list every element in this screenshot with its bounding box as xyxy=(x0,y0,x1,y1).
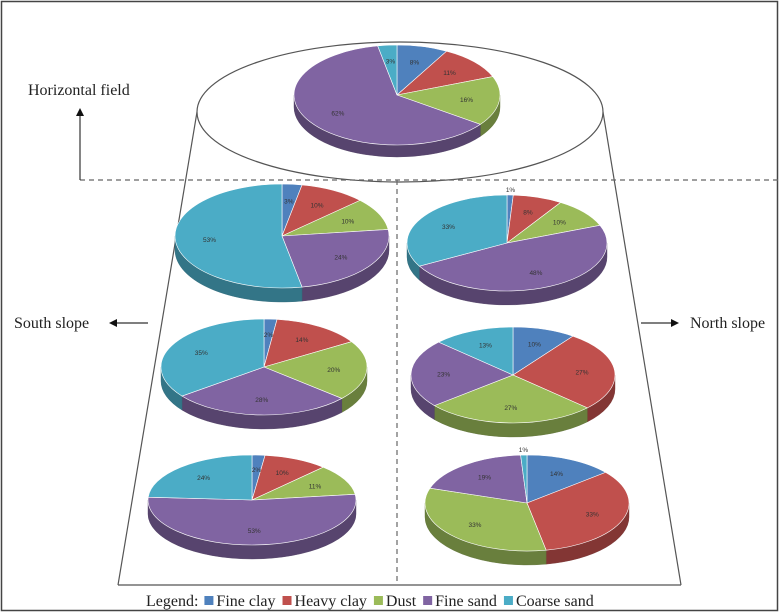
funnel-right-edge xyxy=(602,111,682,586)
pie-slice-fine-sand xyxy=(410,341,514,406)
pie-slice-heavy-clay xyxy=(395,50,494,96)
pie-slice-dust xyxy=(424,487,547,552)
pie-slice-fine-sand xyxy=(281,229,390,288)
legend-label-dust: Dust xyxy=(386,593,417,610)
legend-label-fine-sand: Fine sand xyxy=(435,593,497,610)
pie-data-label: 35% xyxy=(195,350,208,357)
legend-label-coarse-sand: Coarse sand xyxy=(516,593,594,610)
pie-slice-coarse-sand xyxy=(174,183,303,289)
south-slope-label: South slope xyxy=(14,315,89,332)
pie-slice-heavy-clay xyxy=(263,319,353,368)
pie-data-label: 28% xyxy=(255,397,268,404)
funnel-left-edge xyxy=(117,111,198,586)
north-slope-arrowhead xyxy=(671,319,679,327)
pie-data-label: 2% xyxy=(264,332,274,339)
pie-data-label: 1% xyxy=(519,447,529,454)
pie-slice-fine-sand xyxy=(293,45,481,146)
pie-data-label: 13% xyxy=(479,343,492,350)
pie-data-label: 2% xyxy=(252,467,262,474)
pie-data-label: 62% xyxy=(331,111,344,118)
pie-data-label: 16% xyxy=(460,97,473,104)
pie-data-label: 19% xyxy=(478,475,491,482)
pie-data-label: 11% xyxy=(309,484,322,491)
pie-data-label: 8% xyxy=(523,209,533,216)
pie-slice-coarse-sand xyxy=(437,326,514,376)
legend-label-fine-clay: Fine clay xyxy=(216,593,275,610)
pie-data-label: 8% xyxy=(410,60,420,67)
pie-data-label: 24% xyxy=(197,475,210,482)
pie-data-label: 33% xyxy=(442,224,455,231)
legend-label-heavy-clay: Heavy clay xyxy=(295,593,367,610)
pie-south-slope-middle: 2% 14% 20% 28% 35% xyxy=(160,318,368,430)
legend-swatch-fine-sand xyxy=(423,596,433,605)
pie-slice-dust xyxy=(263,341,368,399)
pie-slice-dust xyxy=(433,374,589,424)
pie-data-label: 23% xyxy=(437,371,450,378)
pie-slice-coarse-sand xyxy=(147,454,253,501)
pie-data-label: 10% xyxy=(341,218,354,225)
pie-south-slope-bottom: 2% 10% 11% 53% 24% xyxy=(147,454,357,560)
pie-slice-fine-sand xyxy=(147,494,357,546)
pie-slice-heavy-clay xyxy=(526,472,630,551)
pie-data-label: 10% xyxy=(276,470,289,477)
pie-slice-fine-sand xyxy=(181,366,343,416)
pie-north-slope-top: 1% 8% 10% 48% 33% xyxy=(406,187,608,306)
pie-data-label: 53% xyxy=(248,528,261,535)
pie-slice-coarse-sand xyxy=(377,44,398,96)
pie-slice-coarse-sand xyxy=(160,318,265,397)
pie-data-label: 53% xyxy=(203,237,216,244)
pie-data-label: 3% xyxy=(386,59,396,66)
pie-horizontal-field: 8% 11% 16% 62% 3% xyxy=(293,44,501,158)
legend: Legend: Fine clay Heavy clay Dust Fine sand… xyxy=(146,593,594,610)
pie-north-slope-bottom: 14% 33% 33% 19% 1% xyxy=(424,447,630,566)
legend-title: Legend: xyxy=(146,593,198,610)
pie-slice-fine-sand xyxy=(418,225,608,292)
pie-slice-fine-sand xyxy=(429,454,528,504)
legend-swatch-dust xyxy=(373,596,383,605)
pie-slice-dust xyxy=(251,466,356,501)
horizontal-field-arrowhead xyxy=(76,108,84,116)
horizontal-field-label: Horizontal field xyxy=(28,82,130,99)
pie-charts: 8% 11% 16% 62% 3% 3% 10% 10% 24% 53% 1% 8% 10% 48% 33%… xyxy=(147,44,630,566)
pie-slice-coarse-sand xyxy=(406,194,508,267)
pie-south-slope-top: 3% 10% 10% 24% 53% xyxy=(174,183,390,303)
pie-data-label: 10% xyxy=(311,203,324,210)
pie-data-label: 10% xyxy=(528,341,541,348)
pie-data-label: 10% xyxy=(553,220,566,227)
south-slope-arrowhead xyxy=(109,319,117,327)
pie-data-label: 27% xyxy=(504,405,517,412)
pie-slice-coarse-sand xyxy=(520,454,528,504)
legend-swatch-heavy-clay xyxy=(282,596,292,605)
pie-slice-dust xyxy=(395,76,501,125)
pie-data-label: 48% xyxy=(529,270,542,277)
pie-data-label: 14% xyxy=(550,471,563,478)
pie-data-label: 1% xyxy=(506,187,516,194)
legend-swatch-coarse-sand xyxy=(503,596,513,605)
north-slope-label: North slope xyxy=(690,315,765,332)
pie-data-label: 24% xyxy=(334,254,347,261)
legend-swatch-fine-clay xyxy=(204,596,214,605)
pie-data-label: 14% xyxy=(295,337,308,344)
pie-data-label: 33% xyxy=(468,522,481,529)
pie-slice-fine-clay xyxy=(526,454,607,504)
pie-north-slope-middle: 10% 27% 27% 23% 13% xyxy=(410,326,616,438)
pie-data-label: 3% xyxy=(284,198,294,205)
pie-data-label: 27% xyxy=(576,369,589,376)
pie-data-label: 11% xyxy=(443,70,456,77)
pie-slice-heavy-clay xyxy=(512,335,616,409)
pie-data-label: 20% xyxy=(327,367,340,374)
pie-data-label: 33% xyxy=(586,512,599,519)
